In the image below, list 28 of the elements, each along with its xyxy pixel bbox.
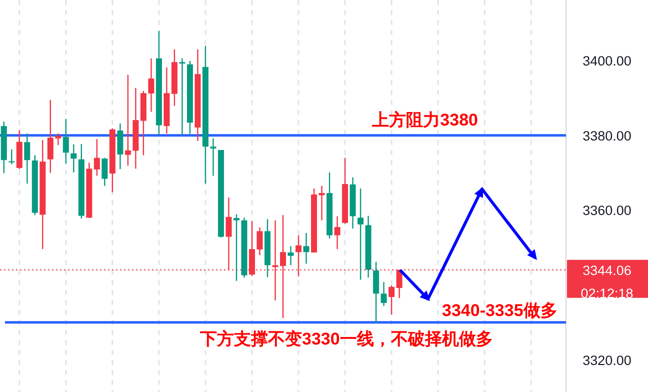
candlestick: [94, 138, 100, 176]
candlestick: [233, 214, 240, 282]
candlestick: [117, 122, 124, 170]
candlestick: [24, 132, 30, 184]
candlestick: [70, 144, 77, 174]
candlestick: [8, 148, 15, 165]
ref-line-label: 3344.06: [582, 262, 632, 278]
candlestick: [388, 284, 395, 316]
candlestick: [380, 281, 387, 307]
ref-line-label: 上方阻力3380: [371, 110, 478, 130]
candlestick: [62, 118, 69, 164]
text: 02:12:18: [580, 286, 634, 301]
y-tick-label: 3380.00: [582, 128, 632, 144]
candlestick: [210, 138, 216, 176]
candlestick: [334, 216, 340, 250]
candlestick: [303, 232, 310, 264]
annotation: 3340-3335做多: [442, 301, 558, 320]
candlestick: [179, 58, 186, 136]
y-tick-label: 3320.00: [582, 352, 632, 368]
candlestick: [373, 261, 380, 324]
y-tick-label: 3400.00: [582, 54, 632, 69]
candlestick: [124, 74, 131, 166]
candlestick: [358, 188, 364, 280]
y-tick-label: 3360.00: [582, 203, 632, 218]
candlestick: [318, 185, 325, 221]
ref-line-label: 下方支撑不变3330一线，不破择机做多: [199, 329, 493, 348]
candlestick: [288, 246, 294, 266]
candlestick: [102, 157, 108, 186]
